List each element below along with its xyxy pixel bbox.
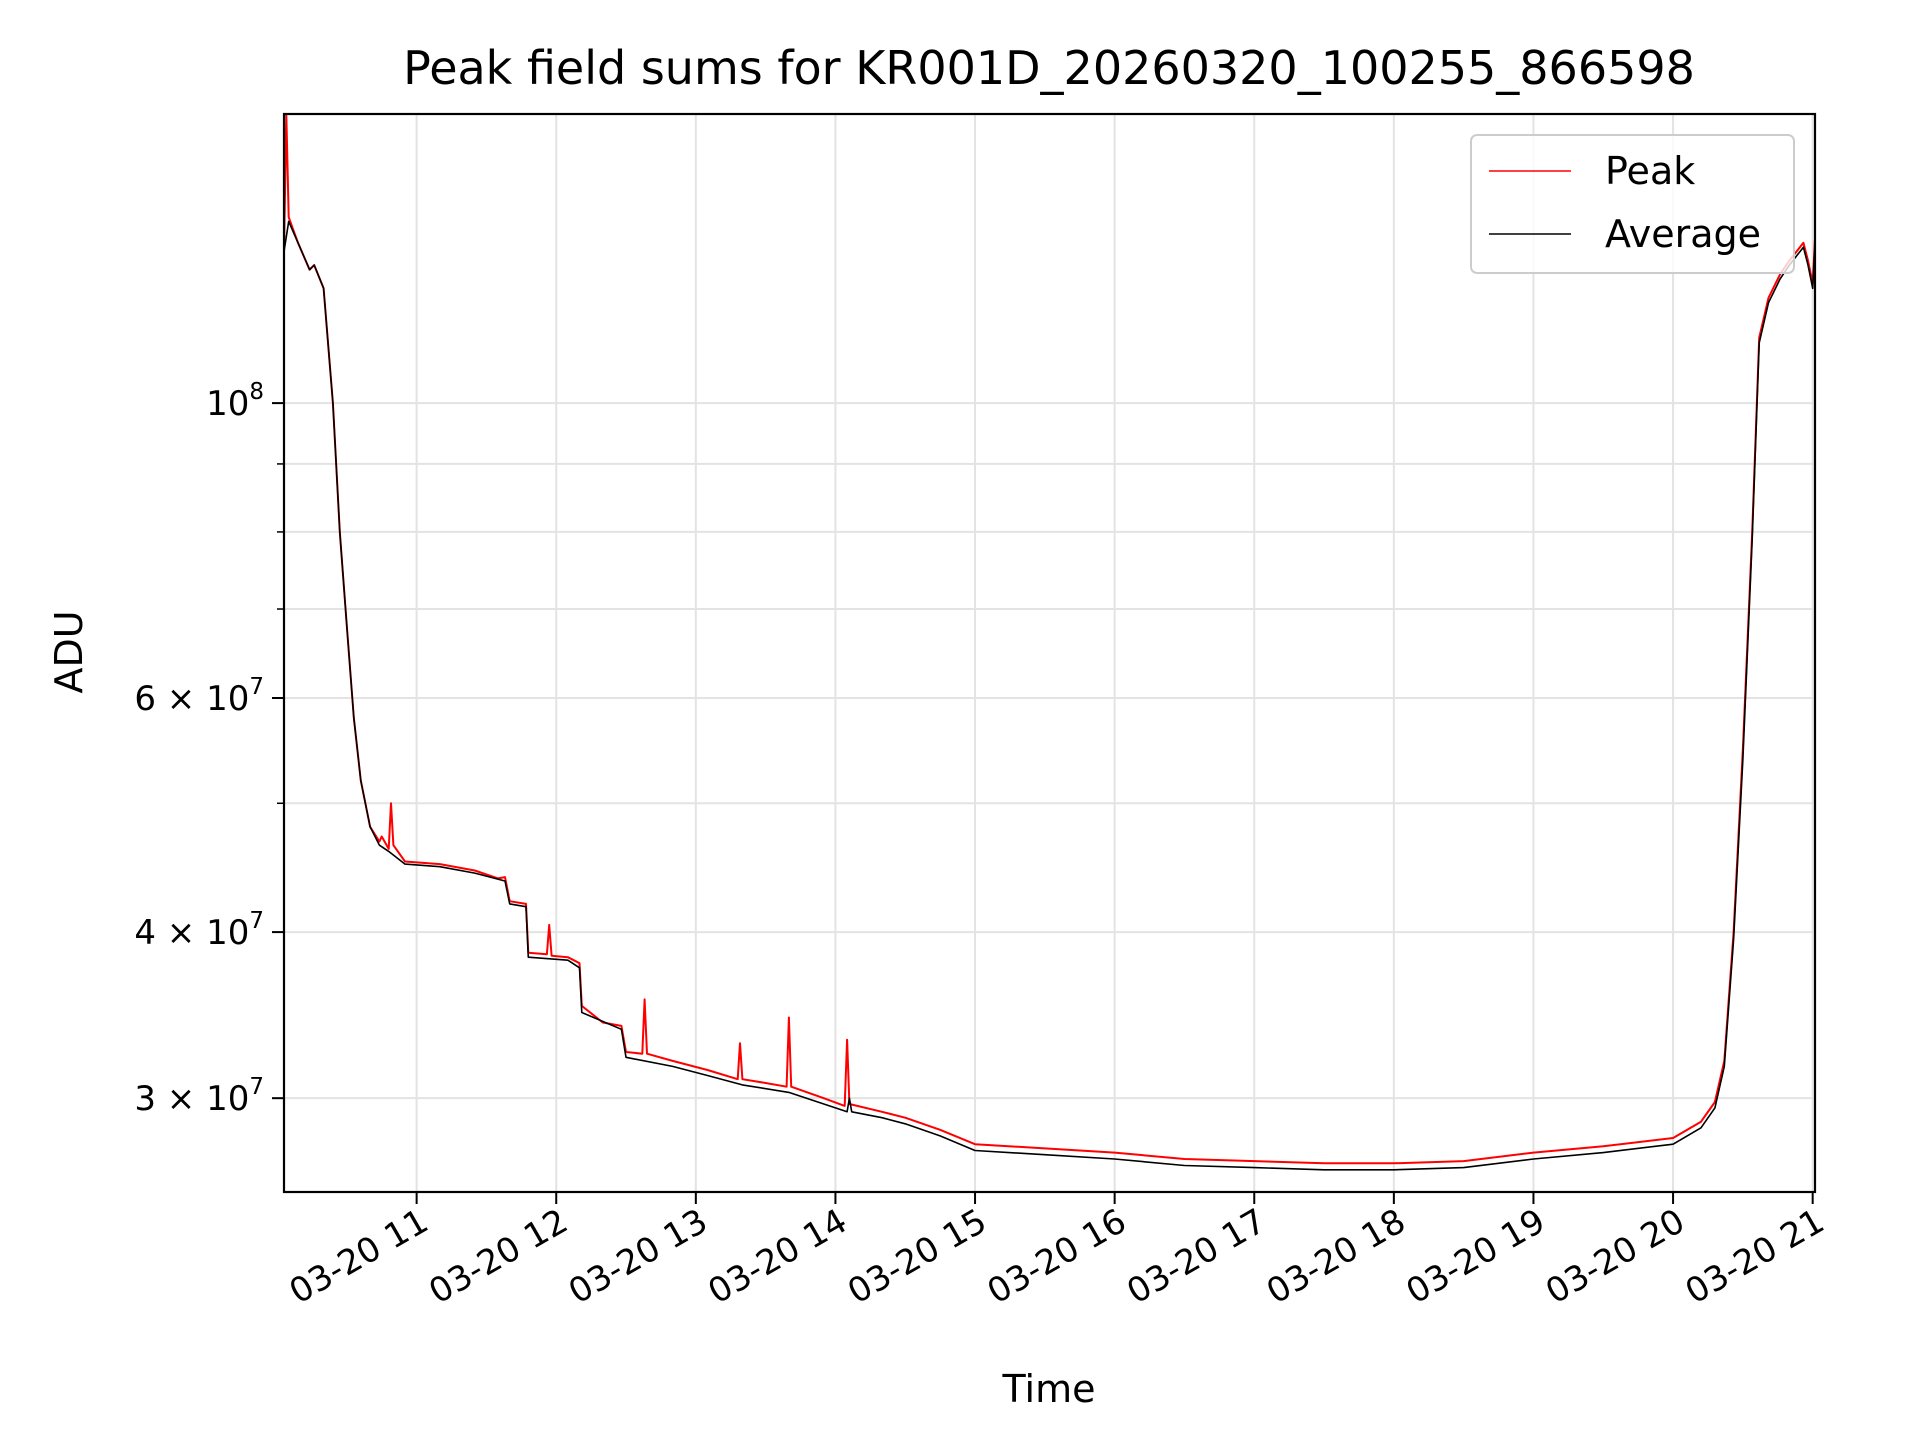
y-axis: 3 × 107 4 × 107 6 × 107 108	[134, 379, 284, 1119]
series-line-peak	[284, 114, 1815, 1165]
y-axis-label: ADU	[47, 610, 91, 693]
y-tick-label: 6 × 107	[134, 674, 264, 719]
y-tick-label: 108	[206, 379, 264, 424]
x-axis-label: Time	[1002, 1367, 1096, 1411]
legend-box	[1470, 134, 1795, 274]
legend-label-peak: Peak	[1605, 149, 1695, 193]
grid-lines	[284, 114, 1815, 1192]
chart-title: Peak field sums for KR001D_20260320_1002…	[403, 41, 1695, 95]
legend-label-average: Average	[1605, 212, 1761, 256]
plot-frame	[282, 112, 1817, 1194]
series-layer	[284, 114, 1815, 1171]
y-tick-label: 4 × 107	[134, 908, 264, 953]
y-tick-label: 3 × 107	[134, 1074, 264, 1119]
series-line-average	[284, 220, 1815, 1171]
legend: Peak Average	[1470, 134, 1795, 274]
